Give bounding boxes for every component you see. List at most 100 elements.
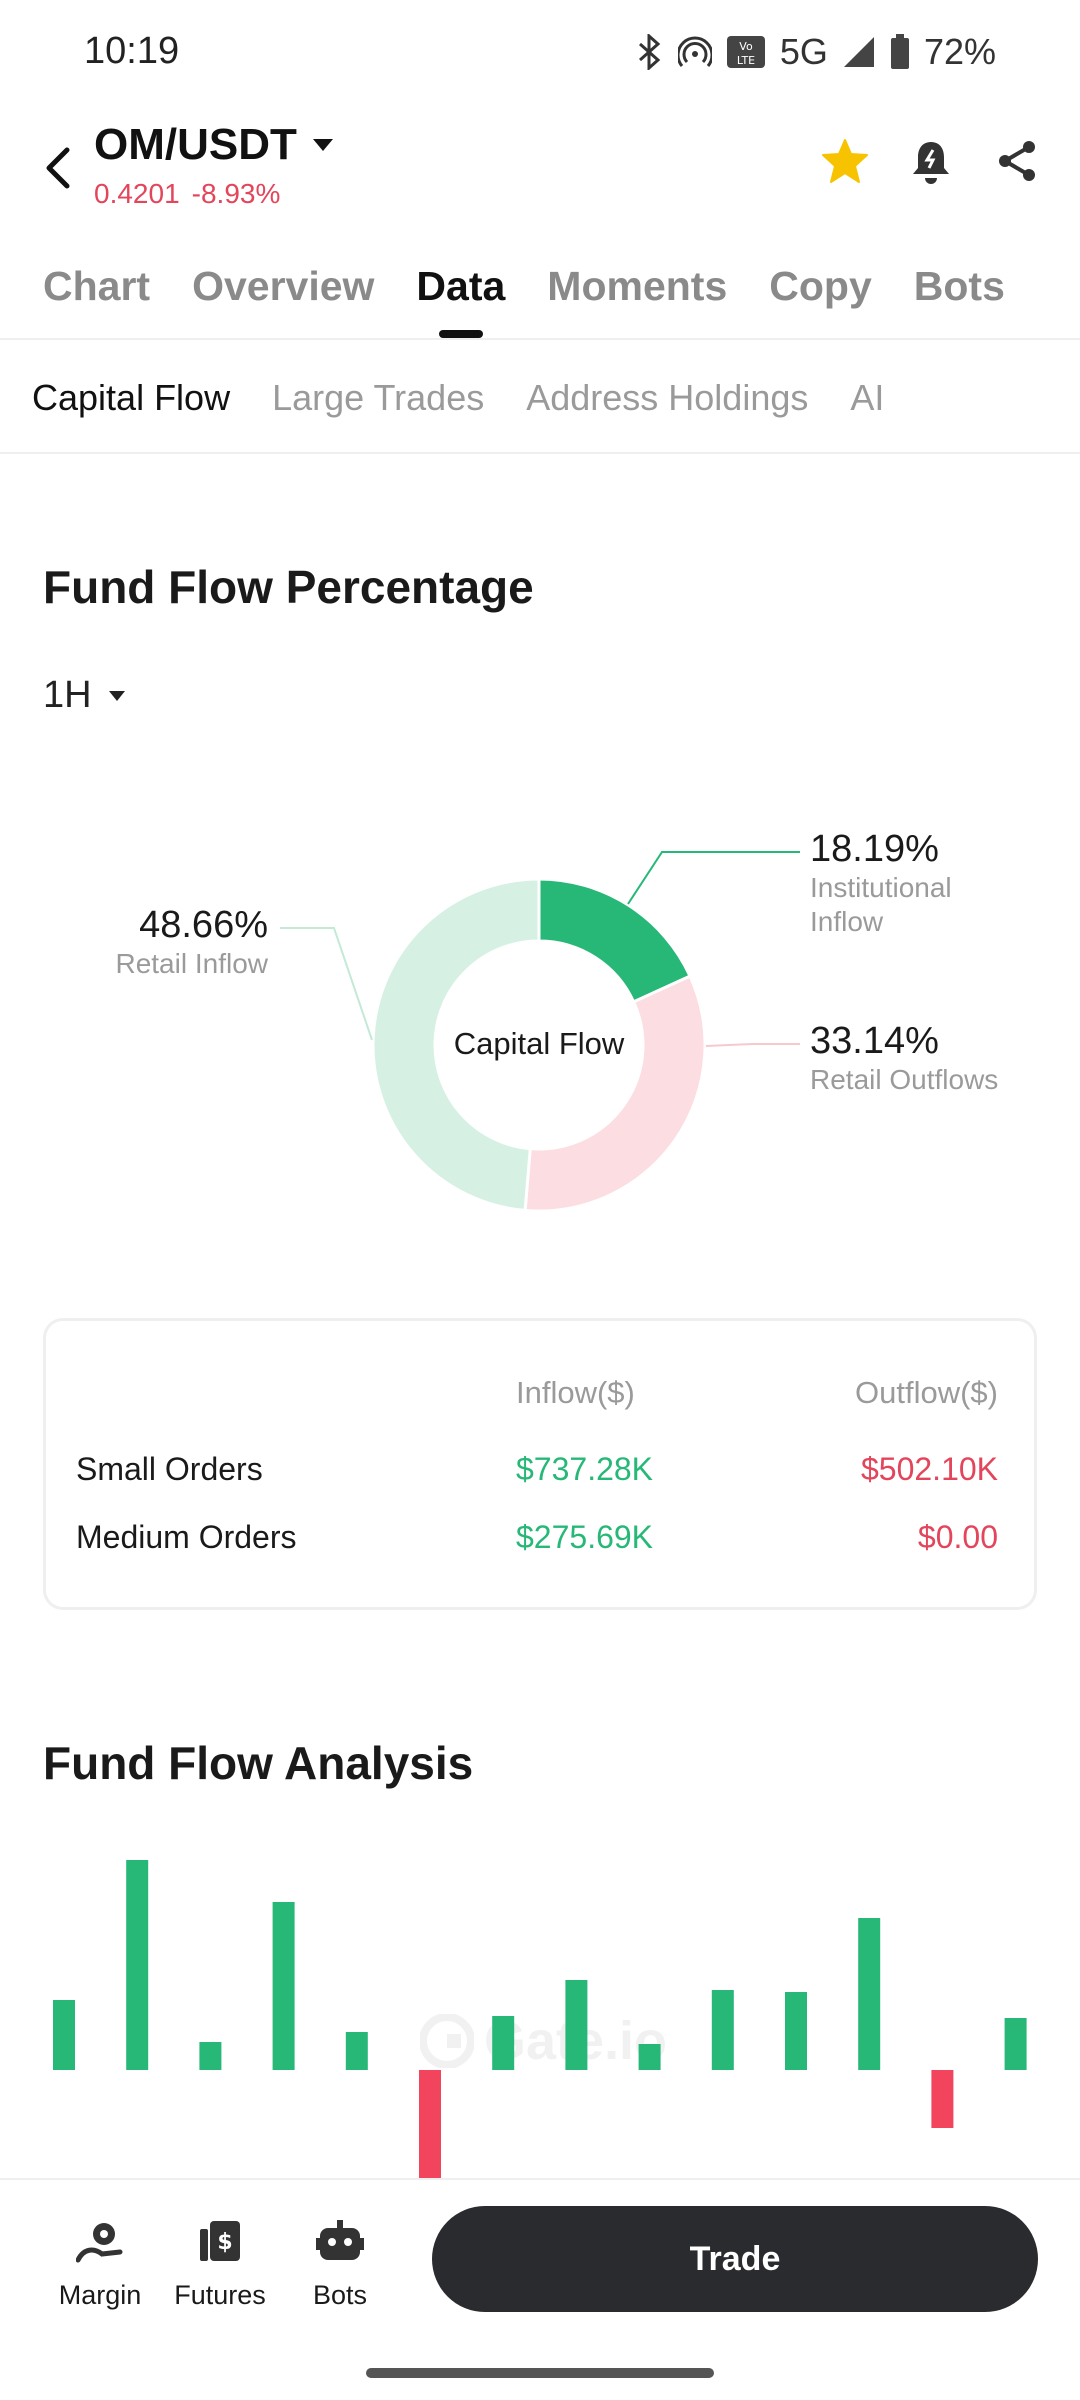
svg-text:LTE: LTE [737,54,755,67]
retail-inflow-label: Retail Inflow [115,948,268,979]
tab-data[interactable]: Data [416,256,505,340]
table-row: Medium Orders $275.69K $0.00 [46,1519,1034,1569]
network-label: 5G [779,31,828,72]
period-selector[interactable]: 1H [43,674,126,717]
leader-line-retail-inflow [280,927,373,1041]
flow-bar[interactable] [492,2016,515,2070]
pair-price-row: 0.4201 -8.93% [94,178,280,210]
share-icon [999,141,1035,181]
back-button[interactable] [38,138,78,198]
nav-futures[interactable]: $ Futures [160,2214,280,2311]
tab-bots[interactable]: Bots [913,263,1005,309]
flow-bar[interactable] [785,1992,807,2070]
status-time: 10:19 [84,30,180,72]
fund-flow-percentage-title: Fund Flow Percentage [43,561,534,613]
flow-bar[interactable] [931,2070,954,2128]
legend-institutional-inflow: 18.19% Institutional Inflow [810,828,990,939]
battery-level: 72% [923,31,996,72]
inflow-header: Inflow($) [516,1375,635,1410]
price-change: -8.93% [191,178,281,209]
institutional-inflow-label: Institutional Inflow [810,872,952,937]
flow-bar[interactable] [565,1980,588,2070]
tab-moments[interactable]: Moments [547,263,728,309]
trade-button[interactable]: Trade [432,2206,1038,2312]
flow-bar[interactable] [53,2000,75,2070]
tab-chart[interactable]: Chart [43,263,151,309]
volte-icon: Vo LTE [726,34,766,70]
donut-center-label: Capital Flow [453,1026,625,1061]
flow-bar[interactable] [858,1918,881,2070]
flow-bar[interactable] [345,2032,368,2070]
bots-icon [316,2220,364,2260]
nav-margin[interactable]: Margin [40,2214,160,2311]
header-actions [820,136,1042,186]
row-name: Medium Orders [76,1519,297,1555]
fund-flow-analysis-title: Fund Flow Analysis [43,1737,474,1789]
nav-bots-label: Bots [312,2280,368,2310]
pair-selector[interactable]: OM/USDT [94,120,335,170]
hotspot-icon [677,34,712,70]
donut-slice-institutional-inflow[interactable] [537,877,693,1004]
pair-name: OM/USDT [94,120,297,169]
favorite-button[interactable] [820,136,870,186]
capital-flow-donut: Capital Flow 18.19% Institutional Inflow… [0,800,1080,1260]
donut-slice-retail-inflow[interactable] [371,877,541,1213]
back-arrow-icon [46,147,70,189]
outflow-header: Outflow($) [855,1375,998,1410]
tabs-divider [0,338,1080,340]
row-outflow: $0.00 [917,1519,998,1555]
nav-bots[interactable]: Bots [280,2214,400,2311]
leader-line-retail-outflows [705,1043,800,1047]
tab-overview[interactable]: Overview [192,263,375,309]
subtab-address-holdings[interactable]: Address Holdings [526,377,809,418]
retail-inflow-pct: 48.66% [139,904,268,946]
status-icons: Vo LTE 5G 72% [636,30,996,74]
institutional-inflow-pct: 18.19% [810,828,939,870]
gate-logo-icon [420,2014,474,2068]
retail-outflows-label: Retail Outflows [810,1064,999,1095]
nav-futures-label: Futures [174,2280,266,2310]
pair-header: OM/USDT 0.4201 -8.93% [0,120,1080,220]
tab-copy[interactable]: Copy [769,263,872,309]
legend-retail-inflow: 48.66% Retail Inflow [60,904,268,981]
flow-bar[interactable] [419,2070,441,2180]
fund-flow-bar-chart [53,1860,1027,2180]
flow-bar[interactable] [711,1990,734,2070]
nav-margin-label: Margin [58,2280,142,2310]
flow-bar[interactable] [638,2044,661,2070]
subtabs-divider [0,452,1080,454]
share-button[interactable] [992,136,1042,186]
subtab-large-trades[interactable]: Large Trades [272,377,485,418]
chevron-down-icon [312,139,333,151]
subtab-ai[interactable]: AI [850,377,885,418]
last-price: 0.4201 [94,178,180,209]
flow-bar[interactable] [272,1902,295,2070]
retail-outflows-pct: 33.14% [810,1020,939,1062]
signal-icon [842,35,876,69]
alert-button[interactable] [906,136,956,186]
svg-text:$: $ [217,2230,232,2255]
bottom-action-bar: Margin $ Futures Bots Trade [0,2178,1080,2400]
flow-bar[interactable] [199,2042,222,2070]
futures-icon: $ [200,2221,240,2261]
donut-slice-retail-outflows[interactable] [523,974,707,1213]
bell-icon [913,142,949,184]
status-bar: 10:19 Vo LTE 5G 72% [0,0,1080,110]
legend-retail-outflows: 33.14% Retail Outflows [810,1020,998,1097]
row-outflow: $502.10K [860,1451,998,1487]
leader-line-institutional-inflow [627,851,800,905]
flow-bar[interactable] [1004,2018,1027,2070]
home-indicator[interactable] [366,2368,714,2378]
capital-flow-table: Inflow($) Outflow($) Small Orders $737.2… [43,1318,1037,1610]
svg-text:Vo: Vo [739,40,753,53]
main-tabs: Chart Overview Data Moments Copy Bots [0,256,1080,340]
bluetooth-icon [636,34,664,70]
sub-tabs: Capital Flow Large Trades Address Holdin… [0,370,1080,426]
star-icon [822,139,868,183]
row-inflow: $275.69K [516,1519,654,1555]
subtab-capital-flow[interactable]: Capital Flow [32,377,231,418]
flow-bar[interactable] [126,1860,149,2070]
row-inflow: $737.28K [516,1451,654,1487]
donut-chart-svg [280,851,800,1213]
table-row: Small Orders $737.28K $502.10K [46,1451,1034,1501]
